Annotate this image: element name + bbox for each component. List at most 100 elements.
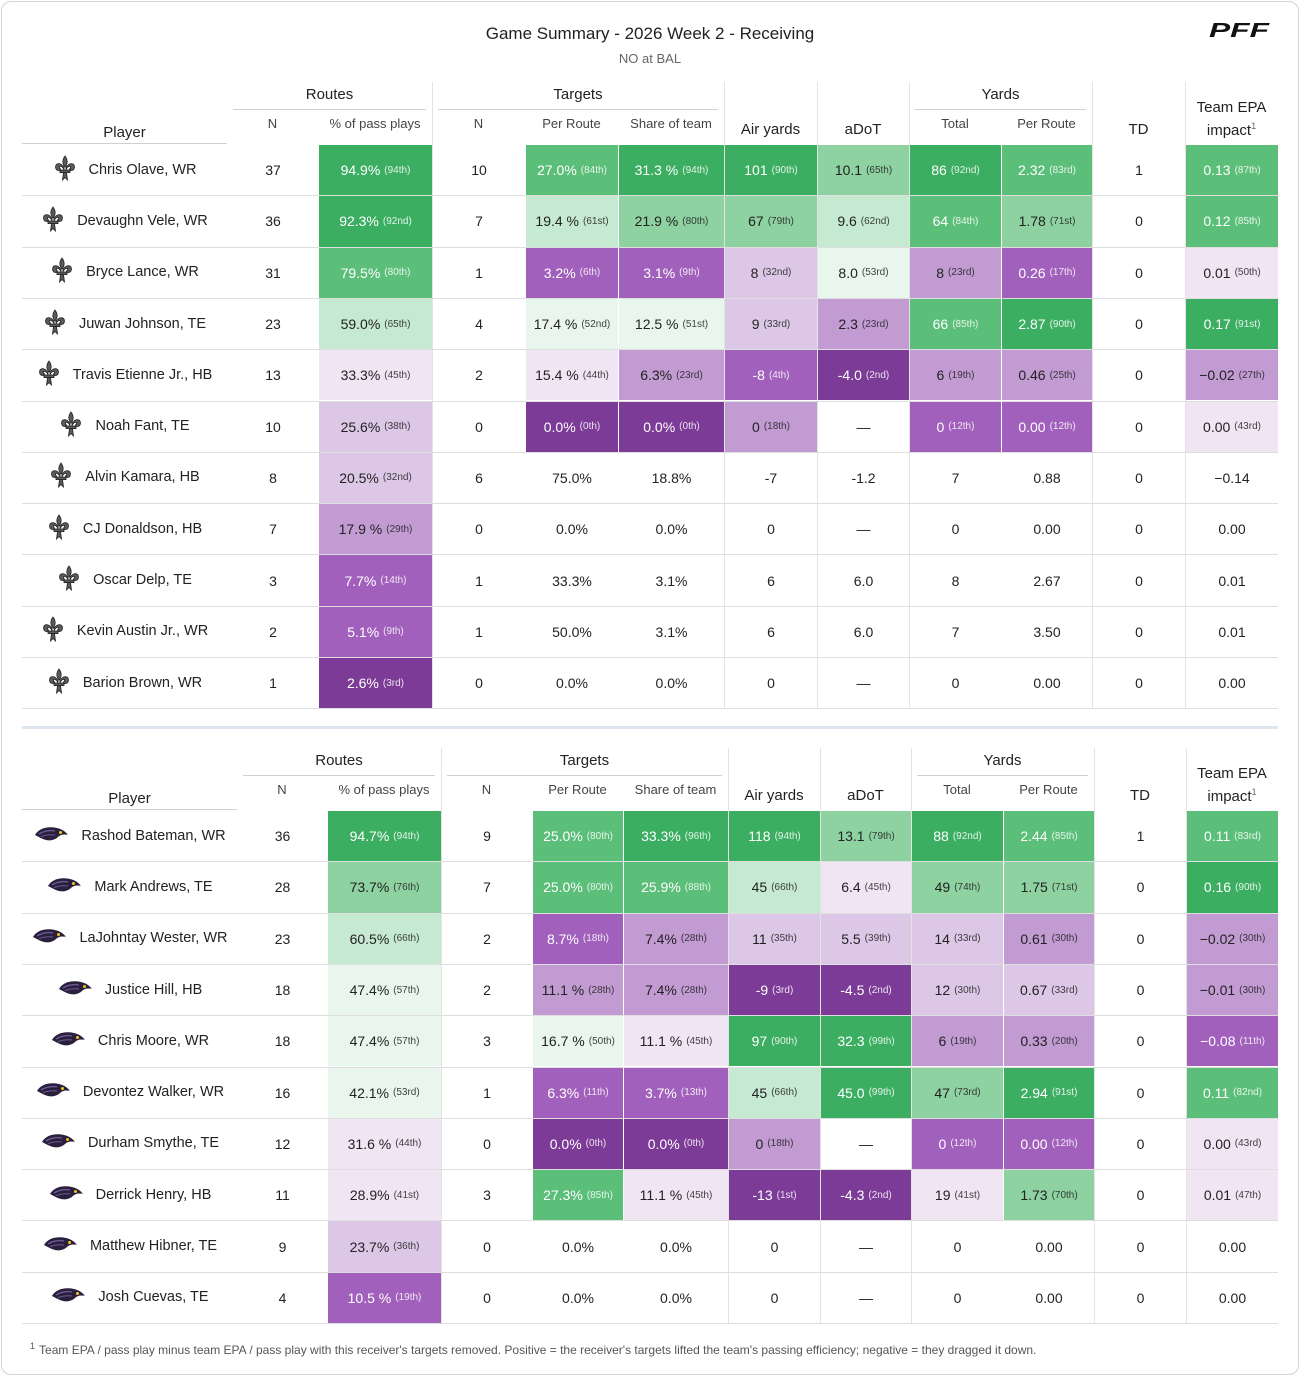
routes-pct-cell: 42.1% (53rd) — [328, 1067, 441, 1118]
share-of-team-header: Share of team — [634, 782, 717, 797]
player-cell[interactable]: Chris Moore, WR — [22, 1015, 237, 1066]
player-cell[interactable]: Noah Fant, TE — [22, 401, 227, 452]
player-cell[interactable]: Alvin Kamara, HB — [22, 452, 227, 503]
player-cell[interactable]: Juwan Johnson, TE — [22, 298, 227, 349]
cell-value: 0 — [483, 1289, 491, 1306]
player-name[interactable]: Bryce Lance, WR — [86, 264, 199, 281]
cell-value: 36 — [265, 213, 281, 230]
percentile-rank: (12th) — [1051, 1138, 1078, 1150]
routes-pct-cell: 60.5% (66th) — [328, 913, 441, 964]
yards-per-route-cell: 0.00 (12th) — [1002, 401, 1092, 452]
td-cell: 0 — [1093, 607, 1185, 657]
routes-group-header: Routes — [315, 752, 363, 769]
player-name[interactable]: CJ Donaldson, HB — [82, 520, 203, 537]
routes-n-cell: 36 — [228, 196, 318, 246]
player-name[interactable]: Kevin Austin Jr., WR — [76, 623, 209, 640]
per-route-cell: 15.4 % (44th) — [526, 350, 618, 401]
player-name[interactable]: Matthew Hibner, TE — [89, 1238, 218, 1255]
air-yards-cell: 45 (66th) — [729, 1067, 820, 1118]
percentile-rank: (32nd) — [762, 267, 792, 279]
player-name[interactable]: Chris Moore, WR — [97, 1032, 210, 1049]
percentile-rank: (96th) — [684, 830, 711, 842]
cell-value: -8 — [752, 367, 765, 384]
percentile-rank: (0th) — [679, 421, 700, 433]
adot-cell: 45.0 (99th) — [821, 1067, 911, 1118]
player-cell[interactable]: LaJohntay Wester, WR — [22, 913, 237, 964]
yards-per-route-cell: 0.88 — [1002, 453, 1092, 503]
adot-cell: — — [821, 1119, 911, 1169]
cell-value: 27.3% — [543, 1187, 583, 1204]
cell-value: 0.0% — [556, 675, 588, 692]
td-cell: 0 — [1093, 350, 1185, 400]
player-name[interactable]: LaJohntay Wester, WR — [79, 930, 228, 947]
player-name[interactable]: Chris Olave, WR — [88, 161, 197, 178]
column-separator — [432, 82, 433, 709]
player-name[interactable]: Justice Hill, HB — [104, 981, 203, 998]
player-name[interactable]: Durham Smythe, TE — [87, 1135, 220, 1152]
routes-pct-cell: 10.5 % (19th) — [328, 1272, 441, 1323]
player-cell[interactable]: Josh Cuevas, TE — [22, 1272, 237, 1323]
adot-cell: 8.0 (53rd) — [818, 247, 909, 298]
fleur-de-lis-icon — [49, 462, 73, 492]
player-name[interactable]: Alvin Kamara, HB — [85, 469, 200, 486]
player-name[interactable]: Devontez Walker, WR — [82, 1084, 225, 1101]
player-name[interactable]: Rashod Bateman, WR — [81, 827, 226, 844]
targets-n-cell: 2 — [442, 914, 532, 964]
routes-pct-cell: 28.9% (41st) — [328, 1170, 441, 1221]
player-name[interactable]: Derrick Henry, HB — [95, 1186, 212, 1203]
cell-value: 45 — [751, 1084, 768, 1101]
routes-pct-cell: 17.9 % (29th) — [319, 504, 432, 555]
player-cell[interactable]: Kevin Austin Jr., WR — [22, 606, 227, 657]
cell-value: 88 — [933, 828, 949, 845]
player-cell[interactable]: Devaughn Vele, WR — [22, 195, 227, 246]
td-header: TD — [1130, 787, 1150, 804]
player-cell[interactable]: Matthew Hibner, TE — [22, 1220, 237, 1271]
player-cell[interactable]: Rashod Bateman, WR — [22, 810, 237, 861]
air-yards-cell: 6 — [725, 555, 817, 605]
player-name[interactable]: Noah Fant, TE — [95, 418, 190, 435]
cell-value: 6.3% — [547, 1084, 580, 1101]
cell-value: 10 — [471, 162, 487, 179]
cell-value: 8 — [269, 469, 277, 486]
cell-value: 0.00 — [1218, 675, 1246, 692]
player-cell[interactable]: Justice Hill, HB — [22, 964, 237, 1015]
player-cell[interactable]: Travis Etienne Jr., HB — [22, 349, 227, 400]
player-cell[interactable]: Derrick Henry, HB — [22, 1169, 237, 1220]
cell-value: 0.0% — [562, 1238, 594, 1255]
cell-value: 0.0% — [660, 1238, 692, 1255]
player-cell[interactable]: Devontez Walker, WR — [22, 1067, 237, 1118]
player-name[interactable]: Devaughn Vele, WR — [77, 212, 208, 229]
player-name[interactable]: Travis Etienne Jr., HB — [72, 366, 213, 383]
routes-n-cell: 18 — [238, 965, 327, 1015]
fleur-de-lis-icon — [41, 616, 65, 646]
player-name[interactable]: Barion Brown, WR — [82, 674, 203, 691]
player-cell[interactable]: Durham Smythe, TE — [22, 1118, 237, 1169]
cell-value: 47.4% — [349, 1033, 390, 1050]
player-cell[interactable]: Bryce Lance, WR — [22, 247, 227, 298]
raven-head-icon — [50, 1285, 86, 1309]
player-cell[interactable]: Chris Olave, WR — [22, 144, 227, 195]
team-epa-cell: 0.01 (47th) — [1187, 1170, 1278, 1221]
player-name[interactable]: Mark Andrews, TE — [94, 878, 213, 895]
cell-value: 8 — [750, 264, 759, 281]
share-of-team-cell: 0.0% (0th) — [619, 401, 724, 452]
percentile-rank: (66th) — [393, 933, 420, 945]
player-cell[interactable]: Barion Brown, WR — [22, 657, 227, 708]
column-separator — [441, 748, 442, 1323]
player-name[interactable]: Oscar Delp, TE — [93, 572, 192, 589]
fleur-de-lis-icon — [41, 206, 65, 236]
player-name[interactable]: Juwan Johnson, TE — [78, 315, 207, 332]
cell-value: 7 — [951, 623, 960, 640]
cell-value: 25.0% — [543, 879, 583, 896]
yards-per-route-cell: 0.46 (25th) — [1002, 350, 1092, 401]
player-name[interactable]: Josh Cuevas, TE — [98, 1289, 209, 1306]
percentile-rank: (71st) — [1051, 881, 1078, 893]
player-cell[interactable]: CJ Donaldson, HB — [22, 503, 227, 554]
player-cell[interactable]: Mark Andrews, TE — [22, 861, 237, 912]
td-cell: 0 — [1095, 1170, 1186, 1220]
cell-value: 1 — [475, 623, 483, 640]
targets-n-cell: 0 — [442, 1273, 532, 1323]
cell-value: 3 — [483, 1187, 491, 1204]
player-cell[interactable]: Oscar Delp, TE — [22, 554, 227, 605]
cell-value: 27.0% — [537, 162, 577, 179]
